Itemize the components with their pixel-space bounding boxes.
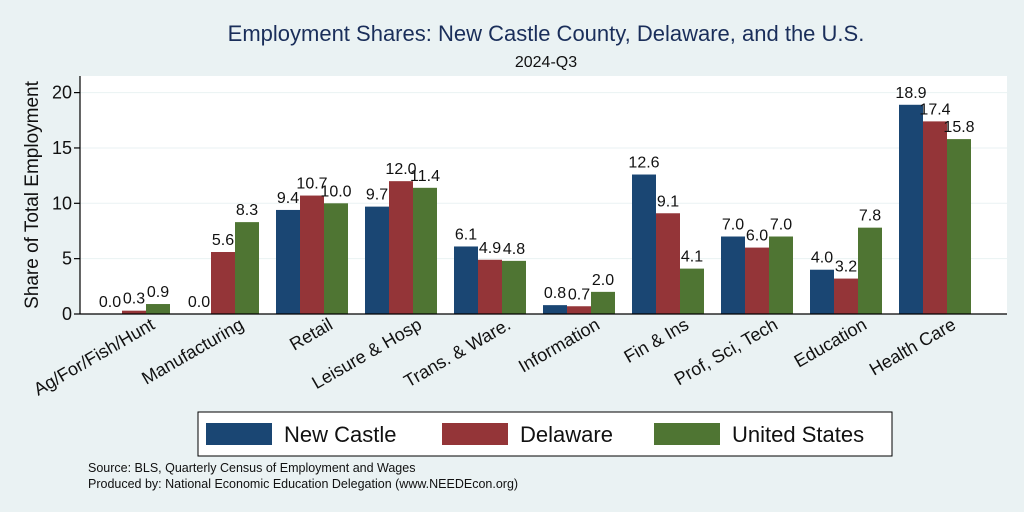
bar-united-states [502, 260, 526, 314]
legend-label: New Castle [284, 422, 396, 447]
bar-delaware [745, 247, 769, 314]
bar-new-castle [543, 305, 567, 314]
data-label: 4.0 [811, 250, 833, 267]
y-tick-label: 15 [52, 138, 72, 158]
data-label: 0.7 [568, 286, 590, 303]
data-label: 9.4 [277, 190, 299, 207]
x-category-label: Ag/For/Fish/Hunt [30, 314, 158, 399]
x-category-label: Health Care [866, 314, 959, 379]
legend-label: Delaware [520, 422, 613, 447]
producer-note: Produced by: National Economic Education… [88, 477, 518, 491]
bar-united-states [146, 304, 170, 314]
data-label: 9.1 [657, 193, 679, 210]
bar-delaware [567, 306, 591, 314]
legend-swatch-delaware [442, 423, 508, 445]
data-label: 3.2 [835, 259, 857, 276]
legend-label: United States [732, 422, 864, 447]
bar-united-states [591, 291, 615, 314]
bar-united-states [769, 236, 793, 314]
x-category-label: Information [515, 314, 603, 376]
data-label: 10.0 [320, 183, 351, 200]
legend-swatch-new-castle [206, 423, 272, 445]
data-label: 18.9 [895, 85, 926, 102]
y-tick-label: 5 [62, 249, 72, 269]
bar-united-states [324, 203, 348, 314]
data-label: 6.1 [455, 226, 477, 243]
data-label: 0.8 [544, 285, 566, 302]
bar-delaware [834, 278, 858, 314]
data-label: 10.7 [296, 176, 327, 193]
bar-delaware [122, 310, 146, 314]
bar-united-states [680, 268, 704, 314]
x-category-label: Education [791, 314, 870, 371]
legend-box [197, 411, 893, 457]
x-category-label: Fin & Ins [620, 314, 692, 367]
data-label: 0.9 [147, 284, 169, 301]
bar-new-castle [276, 209, 300, 314]
bars [122, 104, 971, 314]
bar-united-states [235, 222, 259, 314]
bar-new-castle [810, 269, 834, 314]
bar-new-castle [899, 104, 923, 314]
data-label: 0.0 [99, 294, 121, 311]
data-label: 0.3 [123, 291, 145, 308]
y-axis-ticks: 0 5 10 15 20 [52, 83, 80, 324]
data-label: 9.7 [366, 187, 388, 204]
bar-new-castle [632, 174, 656, 314]
chart-title: Employment Shares: New Castle County, De… [228, 21, 865, 46]
legend-items: New Castle Delaware United States [206, 422, 864, 447]
data-label: 12.6 [628, 155, 659, 172]
y-tick-label: 0 [62, 304, 72, 324]
bar-new-castle [454, 246, 478, 314]
bar-delaware [656, 213, 680, 314]
data-label: 0.0 [188, 294, 210, 311]
bar-new-castle [721, 236, 745, 314]
y-axis-label: Share of Total Employment [22, 80, 43, 308]
bar-delaware [211, 252, 235, 314]
source-note: Source: BLS, Quarterly Census of Employm… [88, 461, 415, 475]
data-labels: 0.0 0.3 0.90.05.68.39.410.710.0 9.712.011.4… [99, 85, 975, 311]
data-label: 4.9 [479, 240, 501, 257]
y-tick-label: 20 [52, 83, 72, 103]
bar-united-states [413, 187, 437, 314]
data-label: 12.0 [385, 161, 416, 178]
legend: New Castle Delaware United States [197, 411, 893, 457]
x-category-label: Manufacturing [138, 314, 247, 388]
data-label: 5.6 [212, 232, 234, 249]
bar-new-castle [365, 206, 389, 314]
data-label: 17.4 [919, 101, 950, 118]
chart-subtitle: 2024-Q3 [515, 54, 577, 71]
bar-united-states [858, 227, 882, 314]
data-label: 6.0 [746, 228, 768, 245]
data-label: 7.0 [722, 217, 744, 234]
bar-delaware [300, 195, 324, 314]
x-category-label: Retail [286, 314, 336, 354]
bar-delaware [389, 181, 413, 314]
data-label: 7.8 [859, 208, 881, 225]
data-label: 4.1 [681, 249, 703, 266]
bar-delaware [923, 121, 947, 314]
data-label: 4.8 [503, 241, 525, 258]
bar-united-states [947, 139, 971, 314]
data-label: 2.0 [592, 272, 614, 289]
data-label: 7.0 [770, 217, 792, 234]
bar-delaware [478, 259, 502, 314]
data-label: 11.4 [410, 168, 440, 185]
y-tick-label: 10 [52, 193, 72, 213]
data-label: 15.8 [943, 119, 974, 136]
legend-swatch-united-states [654, 423, 720, 445]
data-label: 8.3 [236, 202, 258, 219]
